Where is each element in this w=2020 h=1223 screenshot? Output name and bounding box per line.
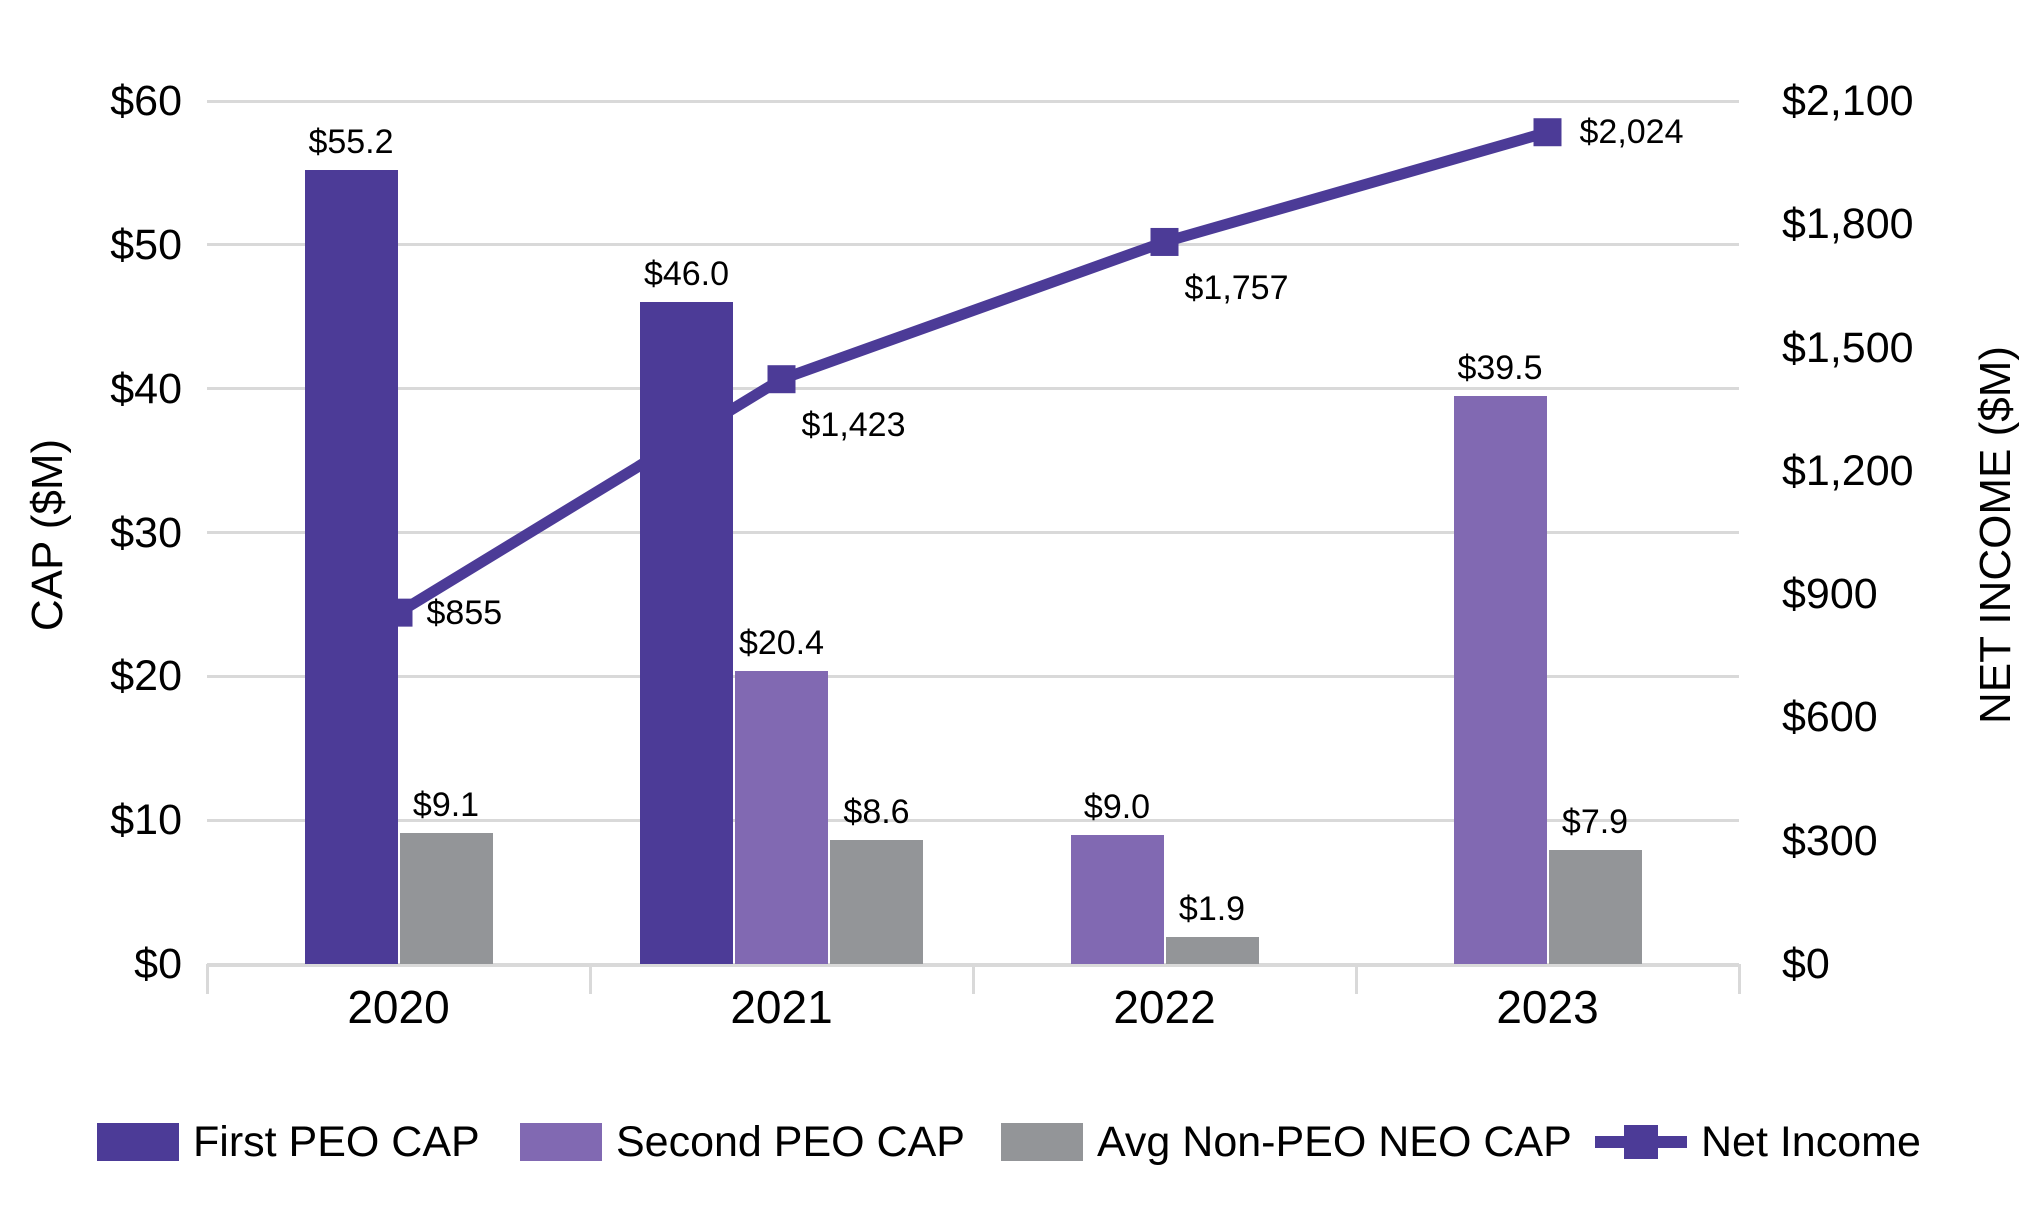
bar-value-label: $8.6 — [843, 793, 910, 832]
left-axis-tick-label: $50 — [110, 220, 182, 269]
gridline — [207, 387, 1739, 391]
x-axis-category-label: 2020 — [347, 981, 450, 1033]
legend-item-avg-non-peo-neo-cap: Avg Non-PEO NEO CAP — [1001, 1116, 1572, 1168]
bar-value-label: $1.9 — [1178, 889, 1246, 928]
bar-first-peo-cap — [304, 170, 398, 964]
net-income-value-label: $1,423 — [801, 406, 906, 445]
bar-value-label: $9.0 — [1083, 787, 1151, 826]
bar-value-label: $39.5 — [1457, 348, 1543, 387]
bar-second-peo-cap — [1070, 834, 1164, 964]
legend-item-first-peo-cap: First PEO CAP — [97, 1116, 480, 1168]
right-axis-tick-label: $600 — [1782, 693, 1878, 742]
x-axis-tick — [971, 964, 975, 994]
bar-avg-non-peo-neo-cap — [830, 840, 923, 964]
legend-label: First PEO CAP — [193, 1118, 480, 1166]
legend-swatch — [97, 1123, 179, 1161]
bar-second-peo-cap — [1453, 395, 1547, 964]
gridline — [207, 818, 1739, 822]
legend-line-square — [1624, 1125, 1658, 1159]
left-axis-tick-label: $20 — [110, 652, 182, 701]
net-income-value-label: $2,024 — [1579, 113, 1684, 152]
left-axis-tick-label: $60 — [110, 77, 182, 125]
left-axis-tick-label: $10 — [110, 796, 182, 845]
right-axis-tick-label: $1,800 — [1782, 200, 1914, 249]
x-axis-category-label: 2023 — [1496, 981, 1599, 1033]
left-axis-title: CAP ($M) — [23, 438, 72, 632]
bar-avg-non-peo-neo-cap — [1548, 850, 1642, 964]
gridline — [207, 531, 1739, 534]
bar-avg-non-peo-neo-cap — [399, 833, 493, 964]
net-income-marker — [1150, 227, 1179, 256]
bar-second-peo-cap — [735, 670, 828, 964]
bar-avg-non-peo-neo-cap — [1165, 936, 1259, 964]
legend-item-second-peo-cap: Second PEO CAP — [520, 1116, 965, 1168]
legend-line-marker — [1595, 1123, 1687, 1161]
gridline — [207, 243, 1739, 247]
net-income-marker — [1533, 118, 1562, 147]
net-income-value-label: $855 — [426, 593, 503, 632]
x-axis-category-label: 2021 — [730, 981, 833, 1033]
gridline — [207, 99, 1739, 103]
right-axis-tick-label: $1,200 — [1782, 446, 1914, 495]
net-income-value-label: $1,757 — [1184, 268, 1289, 307]
right-axis-tick-label: $0 — [1782, 940, 1830, 988]
right-axis-title: NET INCOME ($M) — [1971, 345, 2020, 725]
net-income-line-path — [395, 126, 1550, 618]
bar-value-label: $20.4 — [738, 623, 825, 662]
legend-label: Second PEO CAP — [616, 1118, 965, 1166]
legend-item-net-income: Net Income — [1595, 1116, 1921, 1168]
x-axis-tick — [1354, 964, 1358, 994]
legend-label: Net Income — [1701, 1118, 1921, 1166]
left-axis-tick-label: $40 — [110, 364, 182, 413]
x-axis-tick — [205, 964, 209, 994]
net-income-marker — [767, 365, 796, 394]
right-axis-tick-label: $2,100 — [1782, 77, 1914, 125]
x-axis-tick — [588, 964, 592, 994]
x-axis-category-label: 2022 — [1113, 981, 1216, 1033]
bar-first-peo-cap — [640, 302, 733, 964]
bar-value-label: $46.0 — [643, 255, 730, 294]
legend-swatch — [520, 1123, 602, 1161]
legend-swatch — [1001, 1123, 1083, 1161]
right-axis-tick-label: $1,500 — [1782, 323, 1914, 372]
left-axis-tick-label: $0 — [134, 940, 182, 988]
right-axis-tick-label: $300 — [1782, 816, 1878, 865]
bar-value-label: $7.9 — [1561, 803, 1629, 842]
bar-value-label: $55.2 — [308, 123, 394, 162]
x-axis-tick — [1737, 964, 1741, 994]
right-axis-tick-label: $900 — [1782, 570, 1878, 619]
legend-label: Avg Non-PEO NEO CAP — [1097, 1118, 1572, 1166]
gridline — [207, 674, 1739, 678]
bar-value-label: $9.1 — [412, 786, 480, 825]
left-axis-tick-label: $30 — [110, 508, 182, 557]
